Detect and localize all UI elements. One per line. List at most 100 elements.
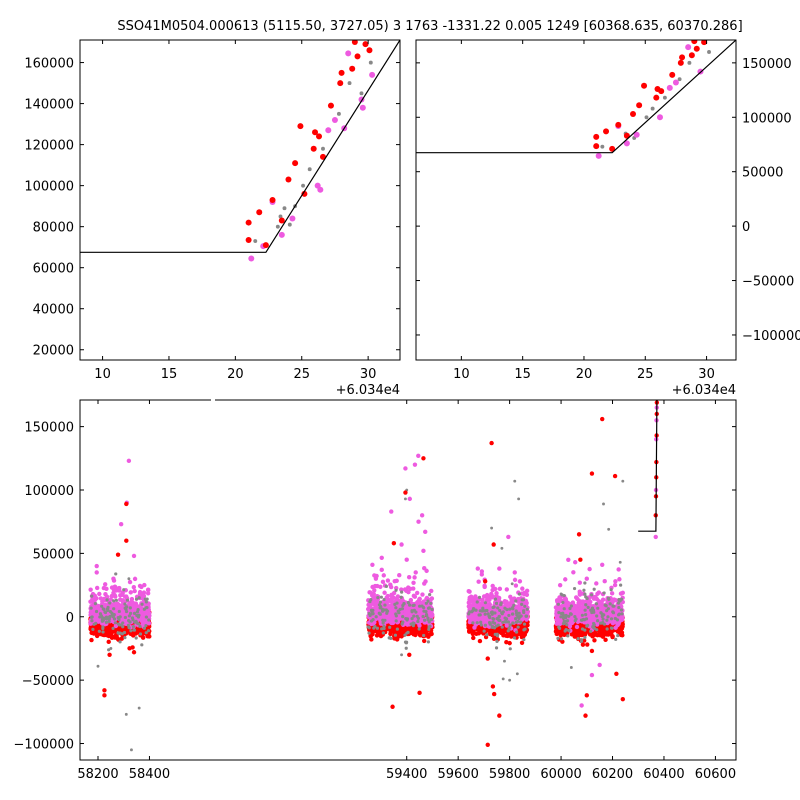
point-gray: [410, 609, 414, 613]
y-tick-label: 100000: [24, 180, 74, 195]
point-magenta: [424, 595, 430, 601]
y-tick-label: 60000: [33, 262, 74, 277]
point-magenta: [489, 591, 494, 597]
point-gray: [519, 614, 523, 618]
point-gray: [321, 146, 325, 151]
point-magenta: [419, 609, 424, 614]
point-gray: [514, 599, 518, 603]
point-red: [414, 629, 420, 634]
point-red: [327, 102, 334, 109]
point-gray: [424, 601, 428, 605]
point-gray: [418, 604, 422, 608]
point-gray: [301, 183, 306, 188]
point-gray: [380, 627, 384, 631]
point-gray: [374, 615, 378, 619]
point-gray: [405, 618, 409, 622]
point-gray: [118, 640, 122, 644]
panel-top-right: 10 15 20 25 30−100000−5000005000010000015000…: [415, 39, 800, 398]
point-gray: [519, 620, 523, 624]
point-gray: [483, 601, 487, 605]
point-magenta: [102, 582, 108, 587]
point-magenta: [94, 585, 100, 591]
point-gray: [142, 626, 147, 630]
point-gray: [134, 619, 138, 623]
point-gray: [123, 615, 127, 620]
point-gray: [393, 633, 398, 637]
point-gray: [491, 620, 495, 624]
point-red: [285, 176, 292, 183]
point-red: [496, 626, 501, 632]
point-gray: [481, 606, 485, 610]
point-red: [423, 627, 428, 632]
point-magenta: [397, 573, 402, 578]
x-tick-label: 30: [360, 367, 377, 382]
point-gray: [514, 630, 519, 634]
point-magenta: [395, 594, 401, 599]
point-gray: [367, 631, 371, 635]
point-gray: [129, 629, 133, 633]
point-red: [413, 632, 418, 638]
point-red: [593, 143, 600, 150]
point-gray: [112, 599, 116, 603]
point-red: [488, 628, 493, 633]
point-gray: [496, 606, 500, 610]
panel-bottom: 58200 58400 59400 59600 59800 60000 60200 60400…: [13, 397, 737, 782]
point-magenta: [369, 621, 374, 627]
point-gray: [494, 601, 499, 605]
point-gray: [369, 598, 373, 602]
point-magenta: [476, 579, 481, 584]
point-magenta: [113, 623, 119, 629]
x-offset-label: +6.034e4: [336, 383, 400, 398]
point-gray: [388, 625, 392, 629]
point-red: [471, 635, 476, 641]
point-magenta: [484, 619, 489, 624]
point-red: [94, 633, 100, 639]
point-red: [338, 69, 345, 76]
point-gray: [113, 621, 117, 625]
point-magenta: [359, 104, 366, 111]
point-gray: [513, 616, 518, 621]
point-gray: [514, 611, 519, 615]
point-magenta: [429, 611, 434, 617]
point-gray: [471, 606, 476, 611]
point-magenta: [473, 594, 478, 599]
point-gray: [134, 636, 138, 640]
point-red: [316, 133, 323, 140]
point-gray: [497, 614, 501, 619]
point-gray: [515, 620, 519, 624]
point-gray: [478, 613, 482, 617]
point-gray: [379, 595, 383, 599]
plot-area: [416, 40, 736, 159]
y-tick-label: 150000: [742, 57, 792, 72]
point-gray: [394, 588, 398, 592]
point-gray: [508, 647, 512, 651]
point-red: [362, 41, 369, 48]
point-magenta: [289, 215, 296, 222]
point-red: [146, 624, 152, 629]
point-magenta: [408, 586, 413, 592]
point-gray: [430, 607, 434, 612]
point-magenta: [371, 591, 376, 597]
point-magenta: [372, 601, 377, 607]
point-magenta: [88, 587, 93, 592]
point-gray: [137, 622, 141, 626]
point-gray: [508, 623, 512, 627]
point-gray: [91, 627, 95, 631]
x-tick-label: 10: [453, 367, 470, 382]
point-gray: [483, 623, 488, 627]
point-gray: [523, 604, 527, 608]
point-magenta: [512, 577, 518, 583]
point-red: [129, 631, 134, 637]
point-gray: [397, 611, 401, 615]
point-red: [519, 640, 525, 646]
point-red: [466, 625, 472, 630]
point-red: [603, 128, 610, 135]
point-gray: [495, 639, 499, 644]
point-gray: [422, 633, 426, 638]
point-magenta: [113, 594, 118, 599]
x-tick-label: 30: [698, 367, 715, 382]
point-gray: [137, 613, 141, 617]
plot-area: [80, 40, 400, 262]
point-gray: [103, 610, 108, 615]
point-magenta: [494, 593, 499, 599]
